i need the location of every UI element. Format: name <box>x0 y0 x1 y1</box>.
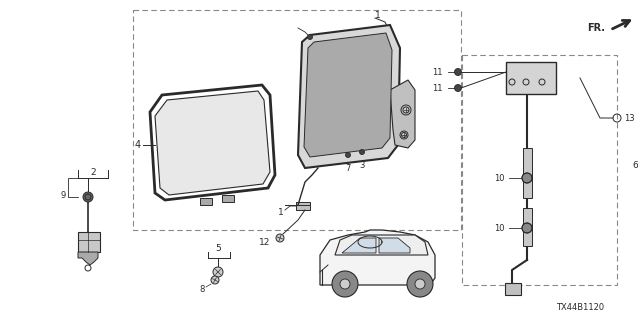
Circle shape <box>340 279 350 289</box>
Text: 13: 13 <box>624 114 635 123</box>
Text: 10: 10 <box>495 223 505 233</box>
Circle shape <box>454 84 461 92</box>
Polygon shape <box>298 25 400 168</box>
Text: FR.: FR. <box>587 23 605 33</box>
Text: 11: 11 <box>433 84 443 92</box>
Bar <box>523 148 532 198</box>
Polygon shape <box>155 91 270 195</box>
Text: TX44B1120: TX44B1120 <box>556 303 604 313</box>
Circle shape <box>454 68 461 76</box>
Polygon shape <box>78 232 100 252</box>
Text: 6: 6 <box>632 161 637 170</box>
Text: 7: 7 <box>346 164 351 172</box>
Polygon shape <box>342 238 376 253</box>
Circle shape <box>211 276 219 284</box>
Polygon shape <box>296 202 310 210</box>
Text: 5: 5 <box>215 244 221 252</box>
Polygon shape <box>200 198 212 205</box>
Text: 4: 4 <box>135 140 141 150</box>
Polygon shape <box>222 195 234 202</box>
Text: 1: 1 <box>278 207 284 217</box>
Bar <box>462 55 617 285</box>
Circle shape <box>407 271 433 297</box>
Text: 12: 12 <box>259 237 270 246</box>
Polygon shape <box>390 80 415 148</box>
Polygon shape <box>379 238 410 253</box>
Bar <box>523 208 532 246</box>
Circle shape <box>83 192 93 202</box>
Circle shape <box>360 149 365 155</box>
Bar <box>506 62 556 94</box>
Polygon shape <box>320 230 435 285</box>
Text: 11: 11 <box>433 68 443 76</box>
Bar <box>133 10 461 230</box>
Circle shape <box>403 107 409 113</box>
Polygon shape <box>335 235 428 255</box>
Text: 2: 2 <box>90 167 96 177</box>
Bar <box>505 283 521 295</box>
Circle shape <box>332 271 358 297</box>
Text: 3: 3 <box>359 161 365 170</box>
Text: 10: 10 <box>495 173 505 182</box>
Circle shape <box>401 132 406 138</box>
Text: 8: 8 <box>199 285 205 294</box>
Text: 1: 1 <box>375 11 381 20</box>
Circle shape <box>276 234 284 242</box>
Polygon shape <box>78 252 98 265</box>
Circle shape <box>522 223 532 233</box>
Circle shape <box>522 173 532 183</box>
Circle shape <box>213 267 223 277</box>
Text: 9: 9 <box>60 190 66 199</box>
Circle shape <box>415 279 425 289</box>
Circle shape <box>307 35 312 39</box>
Polygon shape <box>304 33 392 157</box>
Circle shape <box>346 153 351 157</box>
